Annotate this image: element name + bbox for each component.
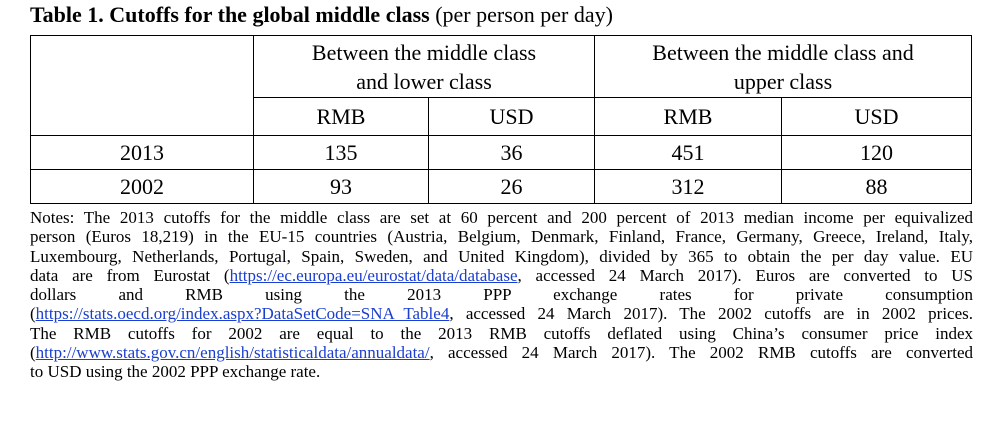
notes-line: (https://stats.oecd.org/index.aspx?DataS… xyxy=(30,304,973,323)
group-header-upper: Between the middle class and upper class xyxy=(593,35,973,98)
stats-gov-cn-link[interactable]: http://www.stats.gov.cn/english/statisti… xyxy=(35,343,430,363)
group-header-upper-line1: Between the middle class and xyxy=(652,39,914,65)
group-header-lower-line2: and lower class xyxy=(356,68,492,94)
table-title-bold: Table 1. Cutoffs for the global middle c… xyxy=(30,2,430,27)
notes-text: person (Euros 18,219) in the EU-15 count… xyxy=(30,227,973,247)
notes-text: Notes: The 2013 cutoffs for the middle c… xyxy=(30,208,973,227)
sub-header-usd-upper: USD xyxy=(780,97,973,136)
notes-line: to USD using the 2002 PPP exchange rate. xyxy=(30,362,973,381)
cell-value: 36 xyxy=(428,135,595,170)
notes-text: , accessed 24 March 2017). The 2002 cuto… xyxy=(449,304,973,324)
cutoffs-table: Between the middle class and lower class… xyxy=(30,35,973,204)
sub-header-rmb-lower: RMB xyxy=(253,97,429,136)
cell-value: 312 xyxy=(594,169,782,204)
notes-line: data are from Eurostat (https://ec.europ… xyxy=(30,266,973,285)
notes-text: ( xyxy=(30,304,36,324)
corner-cell xyxy=(30,35,254,136)
group-header-lower-line1: Between the middle class xyxy=(311,39,537,65)
group-header-row: Between the middle class and lower class… xyxy=(30,35,973,136)
notes-text: ( xyxy=(30,343,36,363)
notes-line: Luxembourg, Netherlands, Portugal, Spain… xyxy=(30,247,973,266)
notes-line: dollars and RMB using the 2013 PPP excha… xyxy=(30,285,973,304)
notes-text: , accessed 24 March 2017). Euros are con… xyxy=(517,265,973,285)
notes-line: person (Euros 18,219) in the EU-15 count… xyxy=(30,227,973,246)
notes-text: , accessed 24 March 2017). The 2002 RMB … xyxy=(429,343,973,363)
notes-text: data are from Eurostat ( xyxy=(30,265,230,285)
cell-value: 88 xyxy=(780,169,973,204)
cell-value: 26 xyxy=(428,169,595,204)
cell-value: 120 xyxy=(780,135,973,170)
notes-text: Luxembourg, Netherlands, Portugal, Spain… xyxy=(30,246,973,266)
table-title: Table 1. Cutoffs for the global middle c… xyxy=(30,2,613,28)
notes-line: Notes: The 2013 cutoffs for the middle c… xyxy=(30,208,973,227)
table-title-unit: (per person per day) xyxy=(435,2,613,27)
notes-line: The RMB cutoffs for 2002 are equal to th… xyxy=(30,324,973,343)
row-year: 2013 xyxy=(30,135,254,170)
table-notes: Notes: The 2013 cutoffs for the middle c… xyxy=(30,208,973,382)
cell-value: 135 xyxy=(253,135,429,170)
cell-value: 451 xyxy=(594,135,782,170)
notes-line: (http://www.stats.gov.cn/english/statist… xyxy=(30,343,973,362)
group-header-upper-line2: upper class xyxy=(733,68,833,94)
table-row: 2013 135 36 451 120 xyxy=(30,135,973,170)
eurostat-link[interactable]: https://ec.europa.eu/eurostat/data/datab… xyxy=(229,265,518,285)
oecd-link[interactable]: https://stats.oecd.org/index.aspx?DataSe… xyxy=(35,304,450,324)
table-row: 2002 93 26 312 88 xyxy=(30,169,973,204)
cell-value: 93 xyxy=(253,169,429,204)
notes-text: dollars and RMB using the 2013 PPP excha… xyxy=(30,285,973,305)
notes-text: to USD using the 2002 PPP exchange rate. xyxy=(30,362,321,382)
group-header-lower: Between the middle class and lower class xyxy=(253,35,595,98)
sub-header-usd-lower: USD xyxy=(428,97,595,136)
notes-text: The RMB cutoffs for 2002 are equal to th… xyxy=(30,323,973,343)
row-year: 2002 xyxy=(30,169,254,204)
sub-header-rmb-upper: RMB xyxy=(594,97,782,136)
